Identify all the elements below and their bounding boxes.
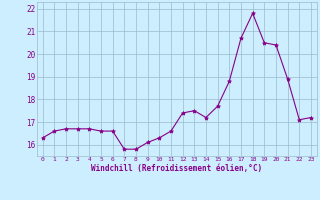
X-axis label: Windchill (Refroidissement éolien,°C): Windchill (Refroidissement éolien,°C) — [91, 164, 262, 173]
